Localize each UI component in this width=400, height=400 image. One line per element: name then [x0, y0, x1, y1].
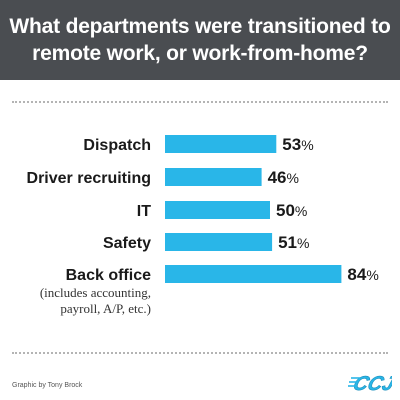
chart-title: What departments were transitioned to re…	[9, 15, 391, 65]
bar	[165, 201, 270, 219]
logo-text: CCJ	[350, 372, 392, 393]
category-label: IT	[137, 203, 151, 220]
category-label: Driver recruiting	[27, 170, 151, 187]
ccj-logo: CCJ	[348, 372, 392, 393]
bar	[165, 233, 273, 251]
category-note: payroll, A/P, etc.)	[60, 301, 151, 316]
value-label: 46%	[268, 168, 299, 187]
value-label: 51%	[278, 233, 309, 252]
top-dotted-divider	[12, 101, 388, 103]
bar	[165, 168, 262, 186]
value-label: 53%	[282, 135, 313, 154]
bottom-dotted-divider	[12, 352, 388, 354]
value-label: 50%	[276, 201, 307, 220]
value-label: 84%	[347, 265, 378, 284]
graphic-credit: Graphic by Tony Brock	[12, 382, 83, 389]
category-label: Dispatch	[83, 137, 151, 154]
title-banner: What departments were transitioned to re…	[0, 0, 400, 80]
category-label: Back office	[66, 267, 151, 284]
bar	[165, 265, 342, 283]
category-label: Safety	[103, 235, 151, 252]
bar	[165, 135, 277, 153]
category-note: (includes accounting,	[40, 285, 151, 300]
